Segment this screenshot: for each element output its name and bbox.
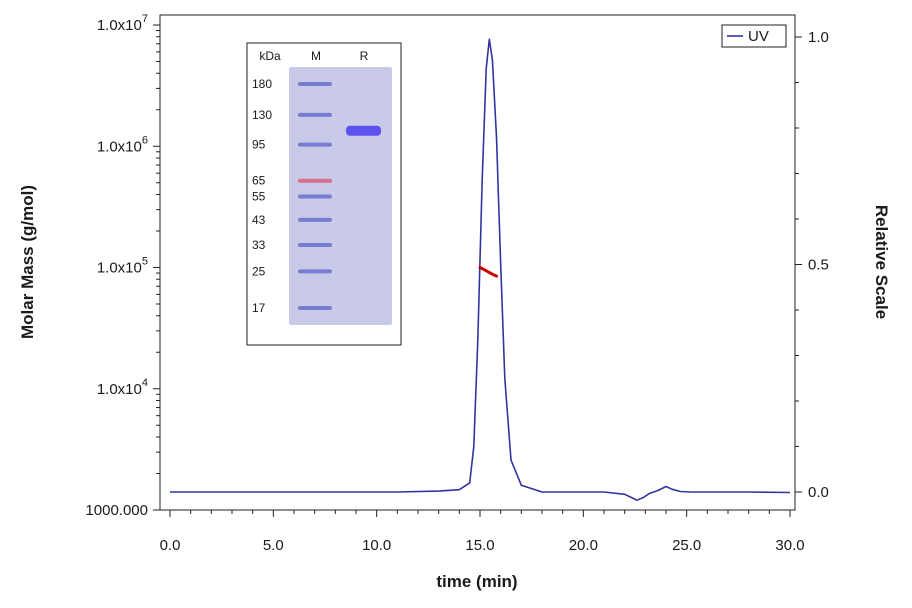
- legend-box: [721, 24, 787, 48]
- gel-marker-band: [298, 217, 332, 222]
- gel-marker-label: 43: [252, 213, 266, 227]
- gel-marker-band: [298, 82, 332, 86]
- gel-marker-band: [298, 194, 332, 199]
- left-tick-label: 1.0x105: [97, 256, 148, 277]
- gel-marker-label: 130: [252, 108, 272, 122]
- right-axis-label: Relative Scale: [872, 205, 891, 319]
- legend-uv-label: UV: [748, 28, 769, 45]
- x-axis-label: time (min): [436, 572, 517, 591]
- legend: UV: [721, 24, 787, 48]
- uv-series-line: [170, 38, 791, 501]
- x-tick-label: 5.0: [263, 537, 284, 554]
- x-tick-label: 0.0: [160, 537, 181, 554]
- molar-mass-series-line: [478, 266, 498, 278]
- left-tick-label: 1.0x106: [97, 134, 148, 155]
- gel-marker-label: 33: [252, 238, 266, 252]
- right-axis-ticks: 0.0 0.5 1.0: [795, 29, 829, 501]
- x-axis-ticks: 0.0 5.0 10.0 15.0 20.0 25.0 30.0: [160, 510, 805, 554]
- right-tick-label: 0.0: [808, 484, 829, 501]
- gel-marker-header: M: [311, 49, 321, 63]
- gel-marker-label: 95: [252, 138, 266, 152]
- gel-sample-band: [346, 125, 381, 136]
- x-tick-label: 15.0: [465, 537, 494, 554]
- gel-marker-band: [298, 243, 332, 248]
- x-tick-label: 20.0: [569, 537, 598, 554]
- gel-marker-band: [298, 112, 332, 117]
- gel-bands: 180 130 95 65 55 43 33 25 17: [252, 77, 381, 315]
- gel-marker-band: [298, 178, 332, 183]
- left-axis-label: Molar Mass (g/mol): [18, 185, 37, 339]
- x-tick-label: 30.0: [775, 537, 804, 554]
- gel-sample-header: R: [360, 49, 369, 63]
- left-tick-label: 1000.000: [85, 502, 148, 519]
- gel-marker-label: 25: [252, 264, 266, 278]
- gel-marker-label: 65: [252, 174, 266, 188]
- gel-marker-label: 180: [252, 77, 272, 91]
- gel-marker-band: [298, 306, 332, 310]
- right-tick-label: 1.0: [808, 29, 829, 46]
- gel-marker-label: 55: [252, 190, 266, 204]
- gel-marker-label: 17: [252, 301, 266, 315]
- gel-marker-band: [298, 142, 332, 147]
- gel-marker-band: [298, 269, 332, 274]
- gel-kda-header: kDa: [259, 49, 281, 63]
- gel-inset: kDa M R 180 130 95 65 55 43 33 25 17: [246, 42, 402, 346]
- left-tick-label: 1.0x107: [97, 13, 148, 34]
- plot-frame: [159, 14, 796, 511]
- x-tick-label: 25.0: [672, 537, 701, 554]
- right-tick-label: 0.5: [808, 257, 829, 274]
- left-axis-ticks: 1000.000 1.0x104 1.0x105 1.0x106 1.0x107: [85, 13, 160, 519]
- left-tick-label: 1.0x104: [97, 377, 148, 398]
- x-tick-label: 10.0: [362, 537, 391, 554]
